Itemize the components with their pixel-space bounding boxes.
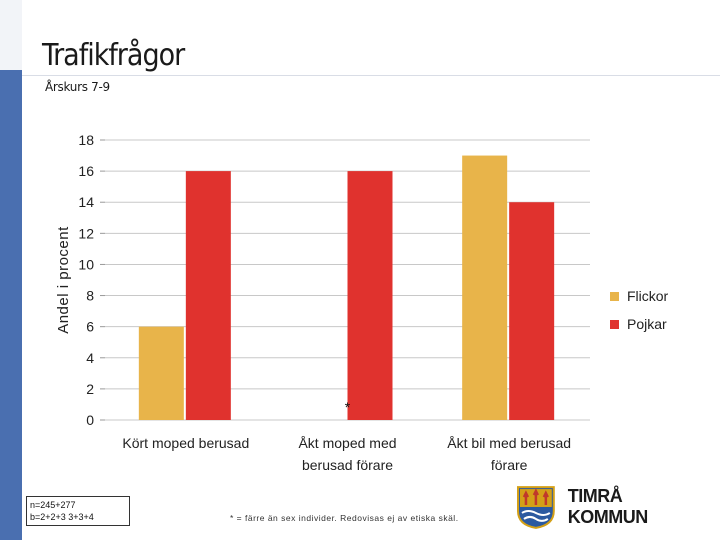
y-tick-label: 0 [86, 412, 94, 428]
y-tick-label: 6 [86, 319, 94, 335]
y-tick-label: 8 [86, 288, 94, 304]
sample-size-line-1: n=245+277 [30, 500, 76, 510]
page-subtitle: Årskurs 7-9 [45, 80, 110, 94]
x-category-label: Kört moped berusad [122, 435, 249, 451]
bar-pojkar-0 [185, 171, 231, 420]
bar-flickor-2 [462, 155, 508, 421]
side-accent-bar [0, 0, 22, 540]
x-category-label: Åkt moped med berusad förare [298, 435, 396, 473]
side-accent-top [0, 0, 22, 70]
chart-legend: Flickor Pojkar [610, 282, 668, 338]
sample-size-box: n=245+277 b=2+2+3 3+3+4 [26, 496, 130, 526]
y-tick-label: 18 [78, 132, 94, 148]
legend-swatch-pojkar [610, 319, 619, 329]
footnote: * = färre än sex individer. Redovisas ej… [230, 513, 459, 523]
bar-pojkar-2 [509, 202, 555, 420]
bar-pojkar-1 [347, 171, 393, 420]
title-divider [22, 75, 720, 76]
logo-text: TIMRÅ KOMMUN [567, 486, 649, 527]
legend-item-flickor: Flickor [610, 282, 668, 310]
x-category-label: Åkt bil med berusad förare [447, 435, 571, 473]
y-axis-title: Andel i procent [55, 226, 72, 334]
y-tick-label: 14 [78, 194, 94, 210]
y-tick-label: 4 [86, 350, 94, 366]
y-tick-label: 16 [78, 163, 94, 179]
bar-flickor-0 [138, 326, 184, 420]
y-tick-label: 10 [78, 256, 94, 272]
sample-size-line-2: b=2+2+3 3+3+4 [30, 512, 94, 522]
municipality-logo: TIMRÅ KOMMUN [516, 484, 706, 530]
coat-of-arms-icon [516, 486, 555, 529]
page-title: Trafikfrågor [42, 38, 185, 73]
legend-item-pojkar: Pojkar [610, 310, 668, 338]
legend-label-pojkar: Pojkar [627, 316, 667, 332]
annotation-asterisk: * [345, 399, 351, 415]
legend-swatch-flickor [610, 291, 619, 301]
y-tick-label: 12 [78, 225, 94, 241]
y-tick-label: 2 [86, 381, 94, 397]
legend-label-flickor: Flickor [627, 288, 669, 304]
